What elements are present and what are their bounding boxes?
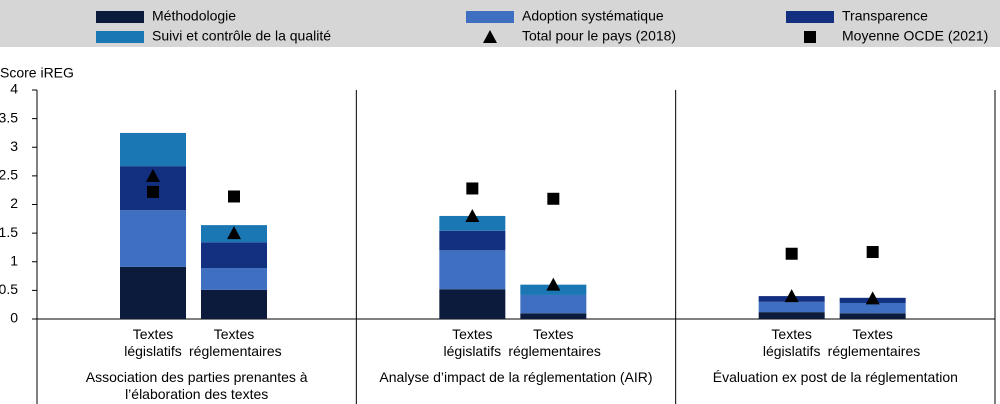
x-tick-label: Textes réglementaires [508, 326, 601, 359]
x-tick-label: Textes législatifs [443, 326, 502, 359]
y-tick-label: 3 [10, 138, 18, 154]
bar-segment [120, 132, 186, 167]
bar-segment [758, 312, 825, 319]
bar-segment [120, 266, 186, 319]
y-tick-label: 4 [10, 81, 18, 97]
legend-symbol [96, 11, 144, 23]
square-marker [547, 192, 560, 205]
y-tick-label: 1.5 [0, 224, 18, 240]
bar-segment [520, 313, 587, 319]
bar-segment [201, 242, 267, 269]
legend-box [0, 0, 1000, 47]
bar-segment [439, 230, 506, 251]
legend-label: Total pour le pays (2018) [522, 28, 676, 44]
x-tick-label: Textes réglementaires [189, 326, 282, 359]
y-tick-label: 1 [10, 252, 18, 268]
bar-segment [201, 289, 267, 319]
square-marker [228, 190, 240, 203]
y-axis-label: Score iREG [0, 65, 74, 81]
y-tick-label: 2 [10, 195, 18, 211]
legend-symbol [786, 11, 834, 23]
bar-segment [758, 301, 825, 313]
legend-symbol [804, 31, 816, 43]
group-label: Association des parties prenantes à l’él… [85, 369, 308, 402]
bar-segment [120, 210, 186, 267]
triangle-marker [546, 277, 561, 291]
bar-segment [520, 294, 587, 314]
legend-label: Adoption systématique [522, 8, 664, 24]
bar-segment [839, 313, 906, 319]
group-label: Analyse d’impact de la réglementation (A… [379, 369, 653, 385]
triangle-marker [865, 291, 880, 305]
triangle-marker [227, 226, 241, 240]
x-tick-label: Textes réglementaires [827, 326, 921, 359]
legend-symbol [96, 31, 144, 43]
square-marker [147, 185, 159, 198]
triangle-marker [146, 168, 160, 182]
y-tick-label: 0.5 [0, 281, 18, 297]
y-tick-label: 2.5 [0, 167, 18, 183]
bar-segment [439, 250, 506, 290]
bar-segment [201, 268, 267, 290]
triangle-marker [784, 289, 799, 303]
legend-label: Transparence [842, 8, 928, 24]
legend-label: Méthodologie [152, 8, 236, 24]
y-tick-label: 3.5 [0, 109, 18, 125]
legend-symbol [466, 11, 514, 23]
square-marker [466, 182, 479, 195]
legend-symbol [483, 30, 497, 43]
square-marker [785, 247, 798, 260]
legend-label: Moyenne OCDE (2021) [842, 28, 988, 44]
group-label: Évaluation ex post de la réglementation [712, 369, 958, 385]
bar-segment [439, 289, 506, 319]
square-marker [866, 246, 879, 259]
bar-segment [439, 215, 506, 231]
x-tick-label: Textes législatifs [762, 326, 821, 359]
triangle-marker [465, 208, 480, 222]
bar-segment [839, 302, 906, 314]
y-tick-label: 0 [10, 310, 18, 326]
x-tick-label: Textes législatifs [124, 326, 182, 359]
legend-label: Suivi et contrôle de la qualité [152, 28, 331, 44]
